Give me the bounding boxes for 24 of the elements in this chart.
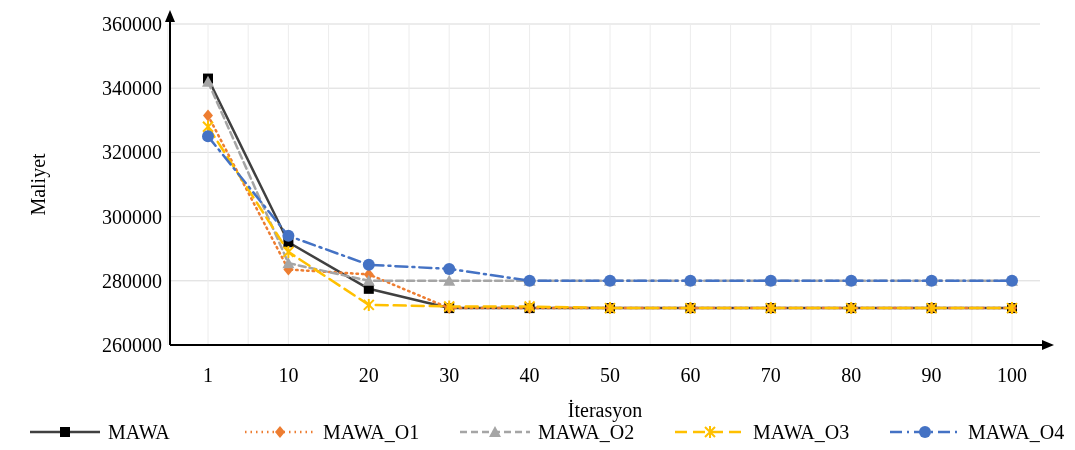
legend-label: MAWA_O3 xyxy=(753,421,850,443)
x-tick-label: 40 xyxy=(519,364,540,386)
x-tick-label: 10 xyxy=(278,364,299,386)
y-tick-label: 260000 xyxy=(102,334,162,356)
x-tick-label: 60 xyxy=(680,364,701,386)
y-tick-label: 280000 xyxy=(102,269,162,292)
x-tick-label: 80 xyxy=(841,364,862,386)
y-tick-label: 360000 xyxy=(102,13,162,35)
y-tick-label: 320000 xyxy=(102,141,162,164)
x-tick-label: 30 xyxy=(439,364,460,386)
x-tick-label: 90 xyxy=(921,364,942,386)
legend-label: MAWA_O1 xyxy=(323,421,420,443)
y-axis-title: Maliyet xyxy=(27,152,50,216)
x-tick-label: 50 xyxy=(600,364,620,386)
legend-label: MAWA_O4 xyxy=(968,421,1065,443)
x-tick-label: 20 xyxy=(358,364,379,386)
y-tick-label: 340000 xyxy=(102,77,162,100)
x-tick-label: 100 xyxy=(997,364,1027,386)
y-tick-label: 300000 xyxy=(102,205,162,228)
legend-label: MAWA_O2 xyxy=(538,421,635,443)
x-tick-label: 70 xyxy=(760,364,781,386)
x-axis-title: İterasyon xyxy=(567,399,643,422)
legend-label: MAWA xyxy=(108,421,171,443)
x-tick-label: 1 xyxy=(203,364,213,386)
